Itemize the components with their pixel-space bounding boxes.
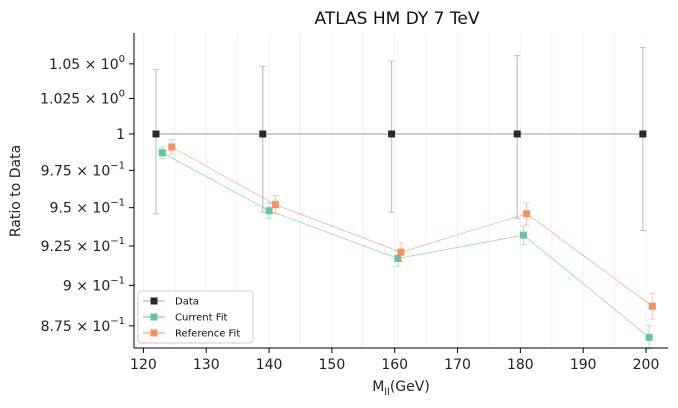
x-tick-label: 180	[507, 357, 534, 373]
y-tick-label: 1.025 × 100	[40, 88, 125, 107]
data-point	[152, 130, 160, 138]
data-point	[523, 210, 531, 218]
series-layer	[152, 47, 656, 350]
y-tick-label: 1.05 × 100	[49, 54, 125, 73]
x-tick-label: 120	[130, 357, 157, 373]
x-tick-label: 130	[193, 357, 220, 373]
x-tick-label: 150	[319, 357, 346, 373]
y-tick-label: 9.75 × 10−1	[41, 160, 125, 179]
y-axis-ticks: 8.75 × 10−1 9 × 10−1 9.25 × 10−1 9.5 × 10−1…	[40, 54, 134, 335]
data-point	[394, 254, 402, 262]
data-point	[520, 231, 528, 239]
data-point	[388, 130, 396, 138]
legend-marker	[150, 313, 158, 321]
data-point	[158, 149, 166, 157]
data-point	[645, 333, 653, 341]
legend-label: Reference Fit	[175, 329, 240, 340]
legend-box	[137, 290, 254, 344]
legend-label: Data	[175, 297, 199, 308]
y-axis-title: Ratio to Data	[8, 145, 24, 237]
x-axis-title: Mll(GeV)	[372, 379, 430, 398]
y-tick-label: 9.5 × 10−1	[50, 198, 125, 217]
data-point	[259, 130, 267, 138]
y-tick-label: 8.75 × 10−1	[41, 316, 125, 335]
x-axis-ticks: 120 130 140 150 160 170 180 190 200	[130, 348, 659, 373]
y-tick-label: 9 × 10−1	[63, 275, 125, 294]
data-point	[397, 248, 405, 256]
x-tick-label: 140	[256, 357, 283, 373]
data-point	[513, 130, 521, 138]
data-point	[271, 201, 279, 209]
x-tick-label: 160	[381, 357, 408, 373]
x-tick-label: 190	[570, 357, 597, 373]
legend-marker	[150, 329, 158, 337]
series-line	[171, 146, 653, 307]
data-point	[168, 143, 176, 151]
y-tick-label: 9.25 × 10−1	[41, 236, 125, 255]
x-tick-label: 170	[444, 357, 471, 373]
data-point	[648, 302, 656, 310]
grid-lines	[142, 33, 647, 348]
legend: Data Current Fit Reference Fit	[137, 290, 254, 344]
series-data	[152, 47, 647, 232]
chart-title: ATLAS HM DY 7 TeV	[315, 9, 480, 29]
y-tick-label: 1	[116, 127, 125, 143]
data-point	[639, 130, 647, 138]
legend-marker	[150, 297, 158, 305]
series-current-fit	[158, 146, 653, 350]
series-reference-fit	[168, 139, 656, 320]
x-tick-label: 200	[633, 357, 660, 373]
data-point	[265, 207, 273, 215]
legend-label: Current Fit	[175, 313, 228, 324]
